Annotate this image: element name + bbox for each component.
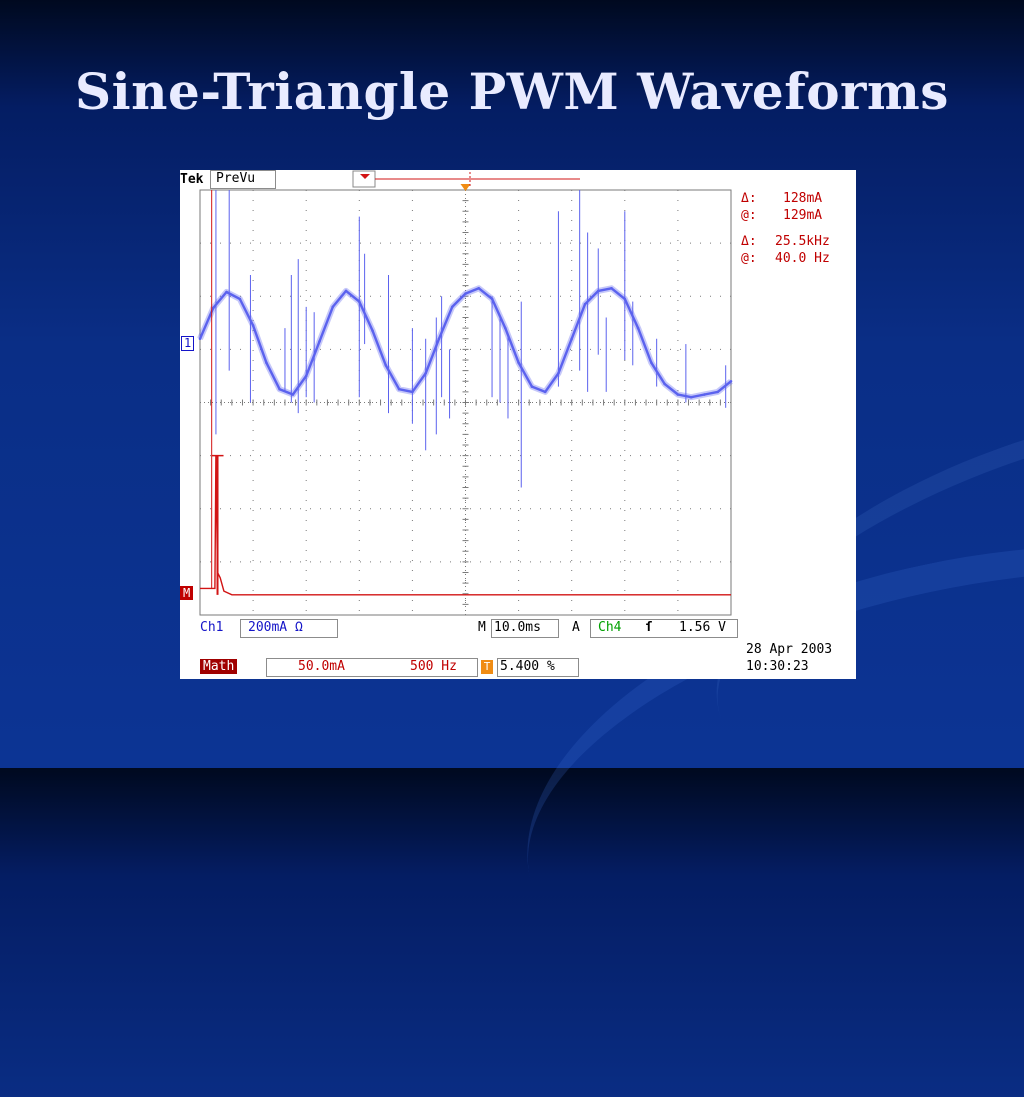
graticule [199, 189, 732, 616]
ch1-point [318, 340, 321, 343]
ch1-point [663, 382, 666, 386]
ch1-point [623, 297, 627, 301]
ch1-point [570, 337, 573, 341]
ch1-scale-box [240, 619, 338, 638]
ch1-point [278, 387, 281, 391]
ch1-point [424, 371, 427, 375]
mode-box [210, 170, 276, 189]
ch1-point [384, 364, 388, 367]
ch1-point [331, 305, 335, 309]
slide-title: Sine-Triangle PWM Waveforms [75, 62, 949, 121]
ch1-point [729, 379, 733, 383]
timebase-label: M [478, 620, 486, 635]
record-window-marker [360, 174, 370, 179]
math-label: Math [200, 659, 238, 674]
cursor1-at-value: 129mA [783, 208, 823, 223]
ch1-point [265, 361, 268, 364]
ch1-point [557, 371, 560, 375]
trigger-position: 5.400 % [500, 659, 555, 674]
ch1-point [490, 297, 494, 301]
trigger-level: 1.56 V [679, 620, 726, 635]
ch1-ground-marker: 1 [181, 336, 195, 351]
ch1-point [304, 374, 308, 378]
ch1-point [437, 337, 441, 341]
ch1-scale: 200mA Ω [248, 620, 303, 635]
trigger-mode: A [572, 620, 580, 635]
ch1-point [703, 393, 706, 396]
cursor2-delta-label: Δ: [741, 234, 757, 249]
ch1-point [211, 306, 215, 310]
mode-label: PreVu [216, 171, 256, 186]
ch1-point [596, 289, 600, 293]
ch1-point [397, 387, 401, 391]
ch1-label: Ch1 [200, 620, 224, 635]
brand-logo: Tek [180, 172, 204, 187]
ch1-point [543, 390, 547, 394]
math-frequency: 500 Hz [410, 659, 457, 674]
ch1-point [344, 289, 348, 293]
ch1-point [450, 305, 454, 309]
ch1-point [477, 286, 481, 290]
math-scale-box [266, 658, 478, 677]
marker-layer [352, 170, 580, 191]
ch1-point [636, 326, 640, 330]
oscilloscope-screenshot: Tek PreVu Δ: 128mA @: 129mA Δ: 25.5kHz @… [180, 170, 856, 679]
timebase-value: 10.0ms [494, 620, 541, 635]
record-window-box [352, 170, 376, 188]
ch1-point [251, 324, 255, 327]
cursor2-at-label: @: [741, 251, 757, 266]
capture-date: 28 Apr 2003 [746, 642, 833, 657]
ch1-point [716, 390, 720, 394]
ch1-point [583, 302, 587, 306]
cursor2-at-value: 40.0 Hz [775, 251, 830, 266]
math-trace [200, 455, 731, 596]
trace-layer [197, 190, 733, 596]
capture-time: 10:30:23 [746, 659, 809, 674]
ch1-point [650, 361, 653, 364]
trigger-position-box [497, 658, 579, 677]
trigger-channel: Ch4 [598, 620, 622, 635]
ch1-point [530, 385, 534, 388]
ch1-point [198, 337, 202, 341]
ch1-point [504, 326, 507, 330]
ch1-point [411, 390, 414, 394]
ch1-point [689, 395, 693, 399]
scope-plot [197, 170, 733, 616]
ch1-point [464, 292, 467, 295]
ch1-point [517, 361, 520, 364]
trigger-box [590, 619, 738, 638]
ch1-point [676, 393, 680, 396]
ch1-point [225, 290, 228, 294]
ch1-point [291, 393, 295, 396]
ch1-point [371, 329, 374, 333]
trigger-position-marker [460, 184, 471, 191]
timebase-box [491, 619, 559, 638]
cursor1-delta-value: 128mA [783, 191, 823, 206]
math-scale: 50.0mA [298, 659, 345, 674]
math-ground-marker: M [180, 586, 194, 600]
trigger-slope-icon: ſ [645, 620, 653, 635]
trigger-position-icon: T [481, 660, 493, 674]
cursor1-delta-label: Δ: [741, 191, 757, 206]
cursor1-at-label: @: [741, 208, 757, 223]
ch1-point [610, 286, 613, 290]
ch1-point [238, 297, 242, 301]
ch1-point [358, 300, 361, 303]
cursor2-delta-value: 25.5kHz [775, 234, 830, 249]
